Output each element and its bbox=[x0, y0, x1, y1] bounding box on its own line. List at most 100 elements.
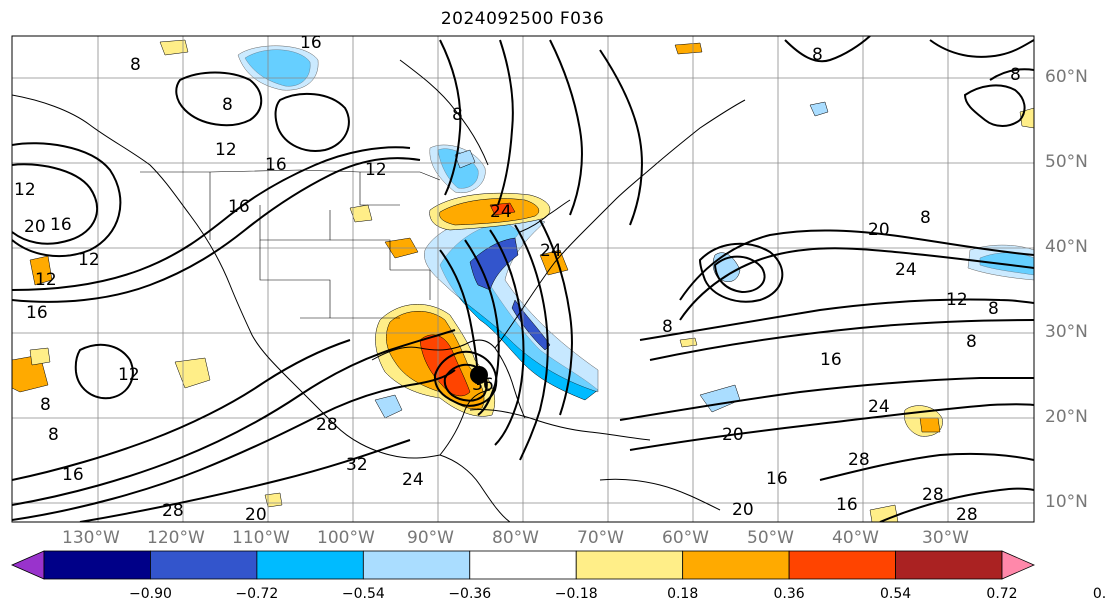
positive-anomaly-region bbox=[29, 255, 53, 286]
lon-label: 30°W bbox=[922, 528, 969, 548]
contour-label: 16 bbox=[836, 495, 858, 515]
positive-anomaly-region bbox=[919, 417, 941, 433]
contour-label: 8 bbox=[130, 55, 141, 75]
contour-label: 24 bbox=[895, 260, 917, 280]
colorbar-segment bbox=[682, 550, 790, 580]
lat-label: 40°N bbox=[1045, 237, 1088, 257]
contour-label: 16 bbox=[820, 350, 842, 370]
political-borders bbox=[140, 169, 441, 319]
positive-anomaly-region bbox=[174, 357, 211, 389]
lon-label: 60°W bbox=[662, 528, 709, 548]
lon-label: 40°W bbox=[832, 528, 879, 548]
contour-label: 20 bbox=[868, 220, 890, 240]
lon-label: 100°W bbox=[317, 528, 375, 548]
contour-label: 12 bbox=[118, 365, 140, 385]
contour-label: 12 bbox=[14, 180, 36, 200]
positive-anomaly-region bbox=[674, 42, 703, 55]
map-border bbox=[11, 35, 1035, 523]
lon-label: 90°W bbox=[407, 528, 454, 548]
contour-label: 20 bbox=[245, 505, 267, 525]
colorbar-segment bbox=[362, 550, 471, 580]
colorbar-segment bbox=[575, 550, 684, 580]
contour-label: 24 bbox=[402, 470, 424, 490]
positive-anomaly-region bbox=[264, 492, 283, 508]
colorbar-segment bbox=[469, 550, 577, 580]
colorbar-tick-label: 0.72 bbox=[986, 586, 1018, 602]
contour-label: 24 bbox=[868, 397, 890, 417]
contour-label: 12 bbox=[365, 160, 387, 180]
contour-label: 16 bbox=[300, 33, 322, 53]
positive-anomaly-region bbox=[29, 347, 51, 366]
colorbar-segment bbox=[895, 550, 1003, 580]
negative-anomaly-region bbox=[454, 149, 476, 169]
contour-label: 12 bbox=[946, 290, 968, 310]
coastlines bbox=[12, 59, 746, 522]
height-contours bbox=[12, 36, 1034, 522]
contour-label: 8 bbox=[920, 208, 931, 228]
positive-anomaly-region bbox=[159, 39, 189, 56]
colorbar-tick-label: −0.36 bbox=[448, 586, 492, 602]
contour-label: 8 bbox=[222, 95, 233, 115]
contour-label: 8 bbox=[988, 299, 999, 319]
contour-label: 28 bbox=[848, 450, 870, 470]
contour-label: 20 bbox=[732, 500, 754, 520]
positive-anomaly-region bbox=[489, 202, 516, 216]
colorbar-tick-label: 0.18 bbox=[667, 586, 699, 602]
negative-anomaly-region bbox=[712, 252, 741, 282]
map-area: 8 8 8 8 8 8 8 8 8 8 8 12 12 12 12 12 12 … bbox=[12, 33, 1034, 525]
contour-label: 20 bbox=[24, 217, 46, 237]
colorbar-extend-high bbox=[1001, 550, 1035, 580]
lat-label: 30°N bbox=[1045, 322, 1088, 342]
contour-label: 28 bbox=[162, 501, 184, 521]
lon-label: 130°W bbox=[62, 528, 120, 548]
lon-label: 50°W bbox=[747, 528, 794, 548]
lat-label: 10°N bbox=[1045, 492, 1088, 512]
colorbar-tick-label: 0.36 bbox=[773, 586, 805, 602]
contour-label: 12 bbox=[35, 270, 57, 290]
contour-label: 8 bbox=[1010, 65, 1021, 85]
colorbar-extend-low bbox=[11, 550, 45, 580]
contour-label: 20 bbox=[722, 425, 744, 445]
lat-label: 50°N bbox=[1045, 152, 1088, 172]
contour-label: 8 bbox=[48, 425, 59, 445]
colorbar-tick-label: −0.54 bbox=[341, 586, 385, 602]
contour-label: 12 bbox=[78, 250, 100, 270]
colorbar bbox=[11, 550, 1035, 580]
contour-label: 32 bbox=[346, 455, 368, 475]
contour-label: 8 bbox=[40, 395, 51, 415]
colorbar-segment bbox=[150, 550, 258, 580]
contour-label: 24 bbox=[490, 202, 512, 222]
contour-label: 8 bbox=[662, 317, 673, 337]
contour-label: 16 bbox=[766, 469, 788, 489]
colorbar-segment bbox=[43, 550, 151, 580]
contour-label: 16 bbox=[62, 465, 84, 485]
negative-anomaly-region bbox=[469, 237, 519, 291]
lon-label: 80°W bbox=[492, 528, 539, 548]
lon-label: 70°W bbox=[577, 528, 624, 548]
contour-label: 28 bbox=[316, 415, 338, 435]
positive-anomaly-region bbox=[439, 198, 540, 226]
lat-label: 60°N bbox=[1045, 67, 1088, 87]
contour-label: 12 bbox=[215, 140, 237, 160]
colorbar-tick-label: −0.18 bbox=[554, 586, 598, 602]
colorbar-tick-label: 0.90 bbox=[1092, 586, 1105, 602]
contour-label: 8 bbox=[452, 105, 463, 125]
contour-labels: 8 8 8 8 8 8 8 8 8 8 8 12 12 12 12 12 12 … bbox=[14, 33, 1021, 525]
contour-label: 16 bbox=[228, 197, 250, 217]
contour-label: 16 bbox=[26, 303, 48, 323]
colorbar-segment bbox=[256, 550, 364, 580]
colorbar-tick-label: 0.54 bbox=[879, 586, 912, 602]
colorbar-tick-label: −0.90 bbox=[128, 586, 172, 602]
map-title: 2024092500 F036 bbox=[440, 9, 605, 29]
lon-label: 110°W bbox=[232, 528, 290, 548]
colorbar-tick-label: −0.72 bbox=[235, 586, 279, 602]
lon-label: 120°W bbox=[147, 528, 205, 548]
contour-label: 16 bbox=[50, 215, 72, 235]
contour-label: 8 bbox=[812, 45, 823, 65]
contour-label: 36 bbox=[472, 375, 494, 395]
contour-label: 28 bbox=[956, 505, 978, 525]
negative-anomaly-region bbox=[374, 394, 403, 419]
lat-label: 20°N bbox=[1045, 407, 1088, 427]
storm-center-marker bbox=[470, 366, 488, 384]
